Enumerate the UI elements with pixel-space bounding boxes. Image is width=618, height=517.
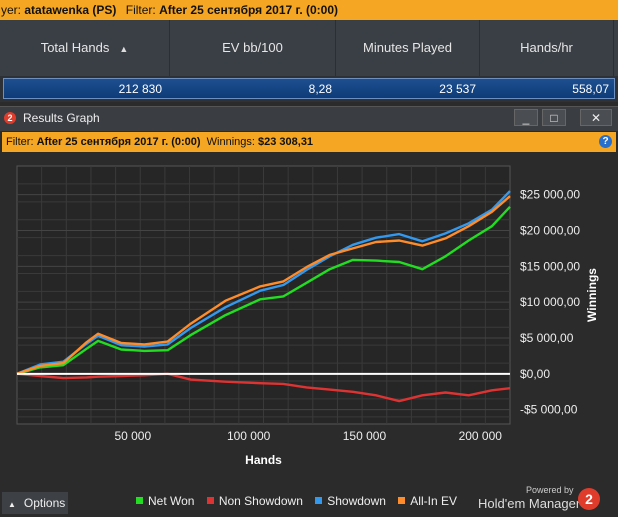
y-tick-label: $15 000,00: [520, 259, 580, 273]
x-tick-label: 50 000: [114, 429, 151, 443]
column-header-label: Hands/hr: [520, 40, 573, 55]
column-header-total-hands[interactable]: Total Hands ▲: [0, 20, 170, 76]
hm2-badge-icon: 2: [578, 488, 600, 510]
x-tick-label: 150 000: [343, 429, 387, 443]
options-label: Options: [23, 496, 66, 510]
close-button[interactable]: ✕: [580, 109, 612, 126]
legend-swatch: [398, 497, 406, 504]
series-line-net-won: [16, 205, 511, 375]
cell-total-hands: 212 830: [118, 82, 162, 96]
caret-up-icon: ▲: [8, 500, 16, 509]
y-tick-label: $0,00: [520, 367, 550, 381]
legend-swatch: [206, 497, 214, 504]
y-tick-label: $20 000,00: [520, 224, 580, 238]
x-tick-label: 200 000: [459, 429, 503, 443]
y-axis-title: Winnings: [585, 268, 599, 322]
sort-ascending-icon: ▲: [119, 44, 129, 54]
options-button[interactable]: ▲ Options: [2, 492, 68, 514]
column-header-ev[interactable]: EV bb/100: [170, 20, 336, 76]
winnings-label: Winnings:: [206, 136, 255, 148]
column-header-hands-hr[interactable]: Hands/hr: [480, 20, 614, 76]
legend-label: Showdown: [327, 494, 386, 508]
cell-minutes: 23 537: [439, 82, 476, 96]
minimize-button[interactable]: _: [514, 109, 538, 126]
filter-value: After 25 сентября 2017 г. (0:00): [36, 136, 201, 148]
results-graph-titlebar[interactable]: 2 Results Graph _ □ ✕: [0, 106, 618, 131]
player-filter-bar: yer: atatawenka (PS) Filter: After 25 се…: [0, 0, 618, 20]
y-tick-label: $25 000,00: [520, 188, 580, 202]
maximize-button[interactable]: □: [542, 109, 566, 126]
stats-table-body: 212 830 8,28 23 537 558,07: [0, 76, 618, 102]
legend-label: Non Showdown: [218, 494, 303, 508]
series-line-all-in-ev: [16, 195, 511, 375]
results-graph-panel: $25 000,00 $20 000,00 $15 000,00 $10 000,00…: [0, 152, 618, 517]
legend-item-net-won[interactable]: Net Won: [136, 494, 194, 508]
powered-by-text: Powered by: [526, 485, 574, 495]
filter-label: Filter:: [125, 3, 156, 17]
help-icon[interactable]: ?: [599, 135, 612, 148]
player-name: atatawenka (PS): [24, 3, 117, 17]
series-line-showdown: [16, 190, 511, 375]
table-row[interactable]: 212 830 8,28 23 537 558,07: [3, 78, 615, 99]
y-tick-label: $5 000,00: [520, 331, 574, 345]
powered-by-hem-logo: Powered by Hold'em Manager 2: [478, 485, 618, 515]
player-prefix: yer:: [1, 3, 22, 17]
brand-name: Hold'em Manager: [478, 496, 581, 511]
chart-legend: Net Won Non Showdown Showdown All-In EV: [136, 494, 466, 510]
y-tick-label: -$5 000,00: [520, 403, 578, 417]
legend-swatch: [315, 497, 323, 504]
legend-label: Net Won: [148, 494, 195, 508]
x-tick-label: 100 000: [227, 429, 271, 443]
legend-item-all-in-ev[interactable]: All-In EV: [398, 494, 457, 508]
column-header-label: EV bb/100: [222, 40, 283, 55]
winnings-value: $23 308,31: [258, 136, 314, 148]
hm2-logo-icon: 2: [4, 112, 16, 124]
column-header-label: Minutes Played: [363, 40, 452, 55]
legend-item-non-showdown[interactable]: Non Showdown: [206, 494, 303, 508]
stats-table-header: Total Hands ▲ EV bb/100 Minutes Played Ha…: [0, 20, 618, 76]
graph-filter-bar: Filter: After 25 сентября 2017 г. (0:00)…: [2, 132, 616, 152]
window-title: Results Graph: [23, 111, 100, 125]
filter-label: Filter:: [6, 136, 34, 148]
y-tick-label: $10 000,00: [520, 295, 580, 309]
cell-hands-hr: 558,07: [572, 82, 609, 96]
series-line-non-showdown: [16, 372, 511, 403]
column-header-minutes[interactable]: Minutes Played: [336, 20, 480, 76]
cell-ev: 8,28: [308, 82, 332, 96]
filter-value: After 25 сентября 2017 г. (0:00): [159, 3, 339, 17]
column-header-label: Total Hands: [40, 40, 110, 55]
legend-label: All-In EV: [410, 494, 457, 508]
x-axis-title: Hands: [245, 453, 282, 467]
results-line-chart: $25 000,00 $20 000,00 $15 000,00 $10 000,00…: [16, 165, 599, 467]
legend-swatch: [136, 497, 143, 504]
legend-item-showdown[interactable]: Showdown: [315, 494, 386, 508]
